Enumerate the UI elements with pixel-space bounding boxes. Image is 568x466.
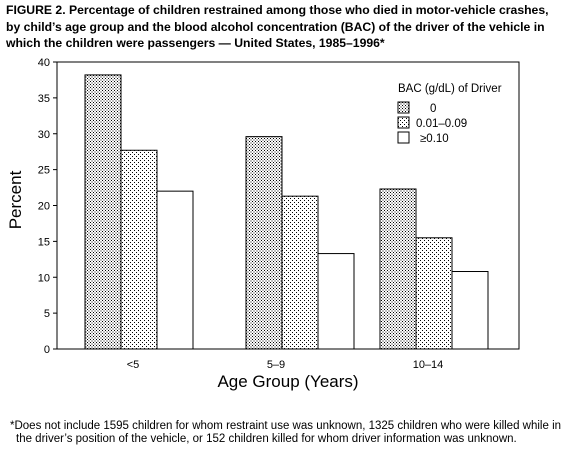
legend: BAC (g/dL) of Driver 0 0.01–0.09 ≥0.10 [397, 83, 502, 145]
y-tick-label: 35 [38, 93, 50, 105]
figure-title: FIGURE 2. Percentage of children restrai… [6, 2, 562, 52]
bars-group [84, 74, 489, 350]
bar-1-1 [281, 195, 319, 350]
y-axis-label: Percent [6, 170, 25, 230]
x-tick-label: 5–9 [267, 359, 285, 371]
bar-1-2 [317, 253, 355, 350]
x-axis-label: Age Group (Years) [217, 372, 359, 391]
bar-2-1 [415, 237, 453, 350]
legend-swatch-2 [397, 131, 410, 144]
figure-title-text: Percentage of children restrained among … [6, 3, 549, 50]
x-tick-label: <5 [127, 359, 140, 371]
bar-0-2 [156, 190, 194, 350]
figure-label: FIGURE 2. [6, 3, 66, 17]
legend-swatch-0 [397, 101, 410, 114]
y-tick-label: 5 [44, 308, 50, 320]
legend-label-0: 0 [430, 103, 436, 115]
y-tick-label: 10 [38, 272, 50, 284]
y-tick-label: 0 [44, 344, 50, 356]
y-tick-label: 30 [38, 129, 50, 141]
y-tick-label: 20 [38, 201, 50, 213]
y-tick-label: 40 [38, 57, 50, 69]
bar-1-0 [245, 136, 283, 350]
bar-0-1 [120, 149, 158, 350]
legend-title: BAC (g/dL) of Driver [398, 83, 502, 95]
x-axis-ticks: <5 5–9 10–14 [127, 359, 444, 371]
legend-label-1: 0.01–0.09 [416, 118, 467, 130]
bar-2-0 [379, 188, 417, 350]
bar-2-2 [451, 271, 489, 350]
legend-swatch-1 [397, 116, 410, 129]
y-tick-label: 15 [38, 236, 50, 248]
y-axis: 0 5 10 15 20 25 30 35 40 [38, 57, 57, 356]
legend-label-2: ≥0.10 [420, 133, 449, 145]
bar-0-0 [84, 74, 122, 350]
x-tick-label: 10–14 [413, 359, 444, 371]
footnote: *Does not include 1595 children for whom… [10, 420, 562, 445]
y-tick-label: 25 [38, 165, 50, 177]
